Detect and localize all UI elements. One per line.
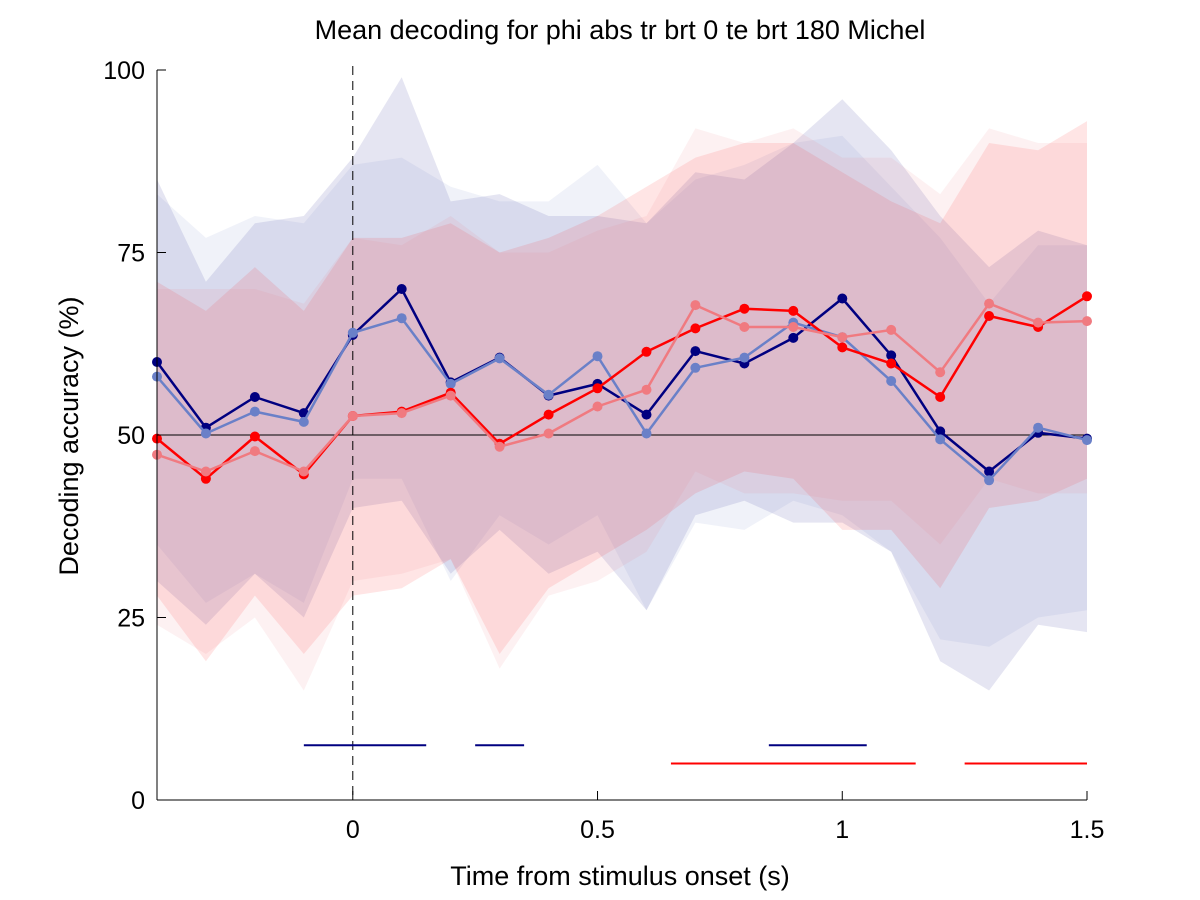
series-4-point [396,408,407,419]
series-2-point [298,416,309,427]
series-2-point [886,376,897,386]
series-4-point [837,332,848,343]
reference-lines [157,66,1087,800]
series-2-point [249,406,260,417]
y-axis-label: Decoding accuracy (%) [54,296,84,575]
series-2-point [641,428,652,439]
series-2-point [739,352,750,363]
series-2-point [396,313,407,324]
series-4-point [249,446,260,457]
y-tick-label: 75 [117,240,145,268]
series-3-point [1082,291,1092,302]
series-4-point [494,441,505,452]
series-1-point [837,293,848,304]
series-4-point [739,322,750,332]
series-3-point [935,392,946,402]
series-3-line [156,295,1088,481]
series-1-point [641,409,652,420]
x-tick-label: 0 [346,816,360,844]
series-2-point [984,475,995,486]
band-series-1 [157,77,1087,691]
chart-title: Mean decoding for phi abs tr brt 0 te br… [315,15,926,45]
series-2-point [543,389,554,400]
series-2-line [156,316,1088,482]
series-4-point [788,322,799,332]
series-2-point [592,351,603,362]
y-tick-label: 50 [117,422,145,450]
y-tick-label: 25 [117,605,145,633]
series-1-point [249,392,260,402]
series-3-point [788,305,799,316]
x-tick-label: 0.5 [580,816,615,844]
band-series-4 [157,128,1087,691]
x-tick-label: 1 [835,816,849,844]
series-3-point [690,323,701,334]
x-axis-label: Time from stimulus onset (s) [450,861,790,891]
series-3-point [837,342,848,353]
series-4-point [886,324,897,335]
series-4-point [298,466,309,477]
series-2-point [690,362,701,373]
band-series-3 [157,121,1087,662]
series-4-point [445,390,456,401]
series-3-point [641,346,652,357]
series-3-point [886,358,897,369]
series-4-line [156,302,1088,473]
series-2-point [445,378,456,389]
series-3-point [739,303,750,314]
axes [156,69,1088,801]
x-tick-label: 1.5 [1070,816,1105,844]
series-4-point [347,411,358,421]
series-4-point [641,384,652,395]
series-3-point [200,473,211,484]
series-2-point [1082,435,1092,446]
series-2-point [935,434,946,445]
series-3-point [984,311,995,321]
series-1-point [396,284,407,294]
series-4-point [543,428,554,439]
series-4-point [1082,316,1092,327]
series-2-point [200,428,211,439]
series-1-point [935,426,946,437]
series-4-point [984,298,995,309]
series-3-point [249,431,260,442]
series-4-point [200,466,211,477]
series-1-point [886,350,897,361]
significance-bars [303,744,1087,765]
y-tick-label: 0 [131,787,145,815]
data-series [152,284,1092,486]
series-4-point [690,300,701,311]
series-3-point [592,383,603,394]
series-2-point [1033,422,1044,433]
series-2-point [494,353,505,364]
series-3-point [543,409,554,420]
confidence-bands [157,77,1087,691]
series-2-point [347,327,358,338]
series-4-point [592,401,603,412]
band-series-2 [157,135,1087,647]
series-4-point [1033,317,1044,328]
series-1-point [690,346,701,357]
series-1-point [984,466,995,477]
series-4-point [935,367,946,378]
tick-labels: 0 25 50 75 100 0 0.5 1 1.5 [103,57,1104,844]
y-tick-label: 100 [103,57,145,85]
series-1-point [788,332,799,343]
